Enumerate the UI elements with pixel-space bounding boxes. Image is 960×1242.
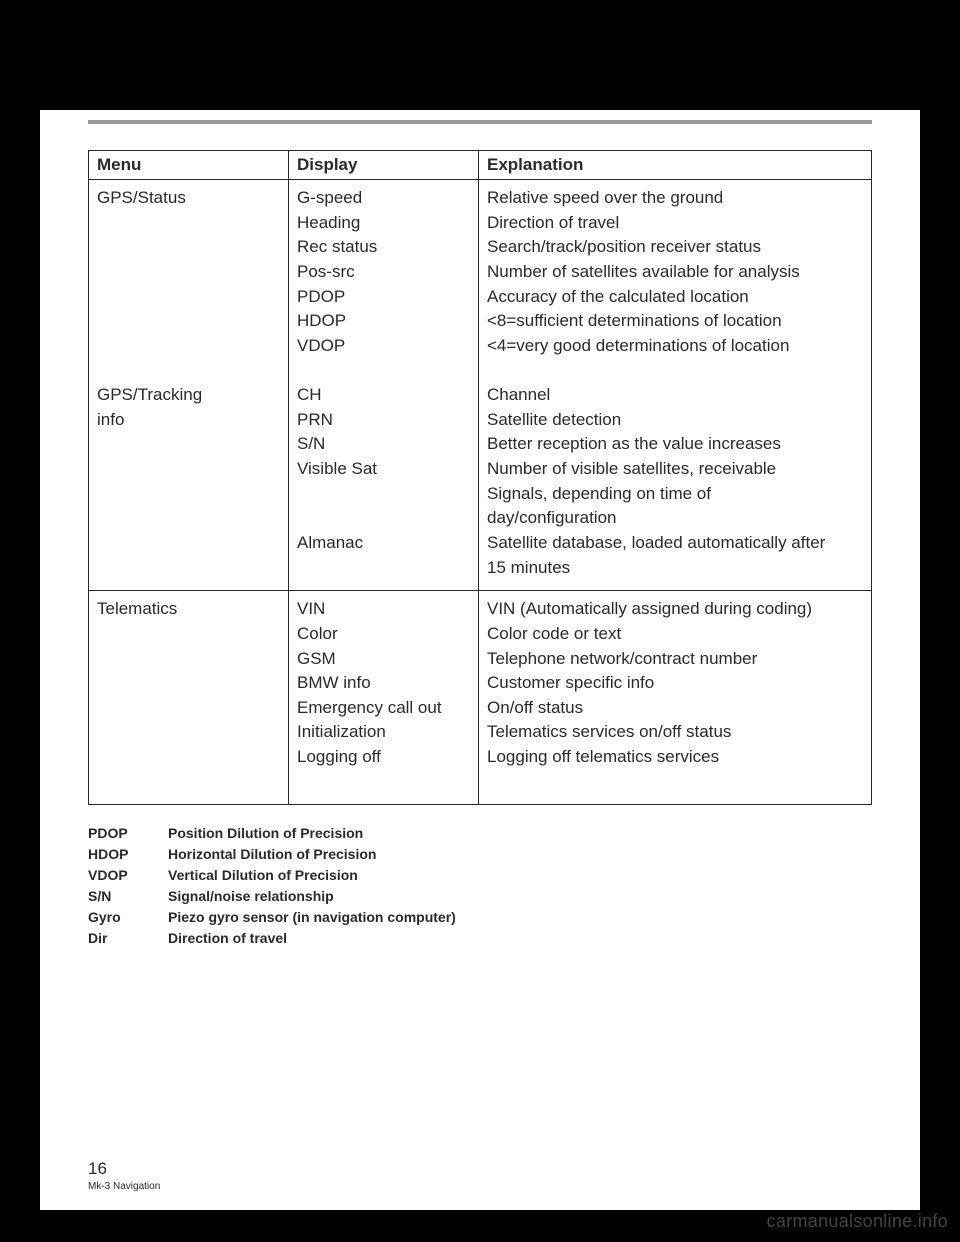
glossary-row: DirDirection of travel <box>88 928 872 949</box>
content-area: Menu Display Explanation GPS/Status GPS/… <box>88 150 872 949</box>
manual-page: Menu Display Explanation GPS/Status GPS/… <box>40 20 920 1210</box>
glossary-row: GyroPiezo gyro sensor (in navigation com… <box>88 907 872 928</box>
th-explanation: Explanation <box>479 151 872 180</box>
glossary: PDOPPosition Dilution of PrecisionHDOPHo… <box>88 823 872 949</box>
page-footer: 16 Mk-3 Navigation <box>88 1159 160 1192</box>
glossary-term: HDOP <box>88 844 168 865</box>
page-number: 16 <box>88 1159 160 1179</box>
th-menu: Menu <box>89 151 289 180</box>
glossary-term: Gyro <box>88 907 168 928</box>
cell-display: VINColorGSMBMW infoEmergency call outIni… <box>289 591 479 805</box>
cell-display: G-speedHeadingRec statusPos-srcPDOPHDOPV… <box>289 180 479 591</box>
cell-menu: Telematics <box>89 591 289 805</box>
cell-menu: GPS/Status GPS/Trackinginfo <box>89 180 289 591</box>
glossary-row: HDOPHorizontal Dilution of Precision <box>88 844 872 865</box>
th-display: Display <box>289 151 479 180</box>
glossary-term: PDOP <box>88 823 168 844</box>
reference-table: Menu Display Explanation GPS/Status GPS/… <box>88 150 872 805</box>
table-header-row: Menu Display Explanation <box>89 151 872 180</box>
glossary-def: Vertical Dilution of Precision <box>168 865 358 886</box>
glossary-term: S/N <box>88 886 168 907</box>
table-row: TelematicsVINColorGSMBMW infoEmergency c… <box>89 591 872 805</box>
header-rule <box>88 120 872 124</box>
cell-explanation: VIN (Automatically assigned during codin… <box>479 591 872 805</box>
glossary-def: Signal/noise relationship <box>168 886 334 907</box>
glossary-term: VDOP <box>88 865 168 886</box>
glossary-row: S/NSignal/noise relationship <box>88 886 872 907</box>
glossary-term: Dir <box>88 928 168 949</box>
glossary-row: PDOPPosition Dilution of Precision <box>88 823 872 844</box>
header-band <box>40 20 920 110</box>
doc-name: Mk-3 Navigation <box>88 1181 160 1192</box>
glossary-def: Piezo gyro sensor (in navigation compute… <box>168 907 456 928</box>
glossary-def: Horizontal Dilution of Precision <box>168 844 376 865</box>
glossary-def: Direction of travel <box>168 928 287 949</box>
glossary-def: Position Dilution of Precision <box>168 823 363 844</box>
cell-explanation: Relative speed over the groundDirection … <box>479 180 872 591</box>
watermark: carmanualsonline.info <box>767 1211 948 1232</box>
glossary-row: VDOPVertical Dilution of Precision <box>88 865 872 886</box>
table-body: GPS/Status GPS/Trackinginfo G-speedHeadi… <box>89 180 872 805</box>
table-row: GPS/Status GPS/Trackinginfo G-speedHeadi… <box>89 180 872 591</box>
